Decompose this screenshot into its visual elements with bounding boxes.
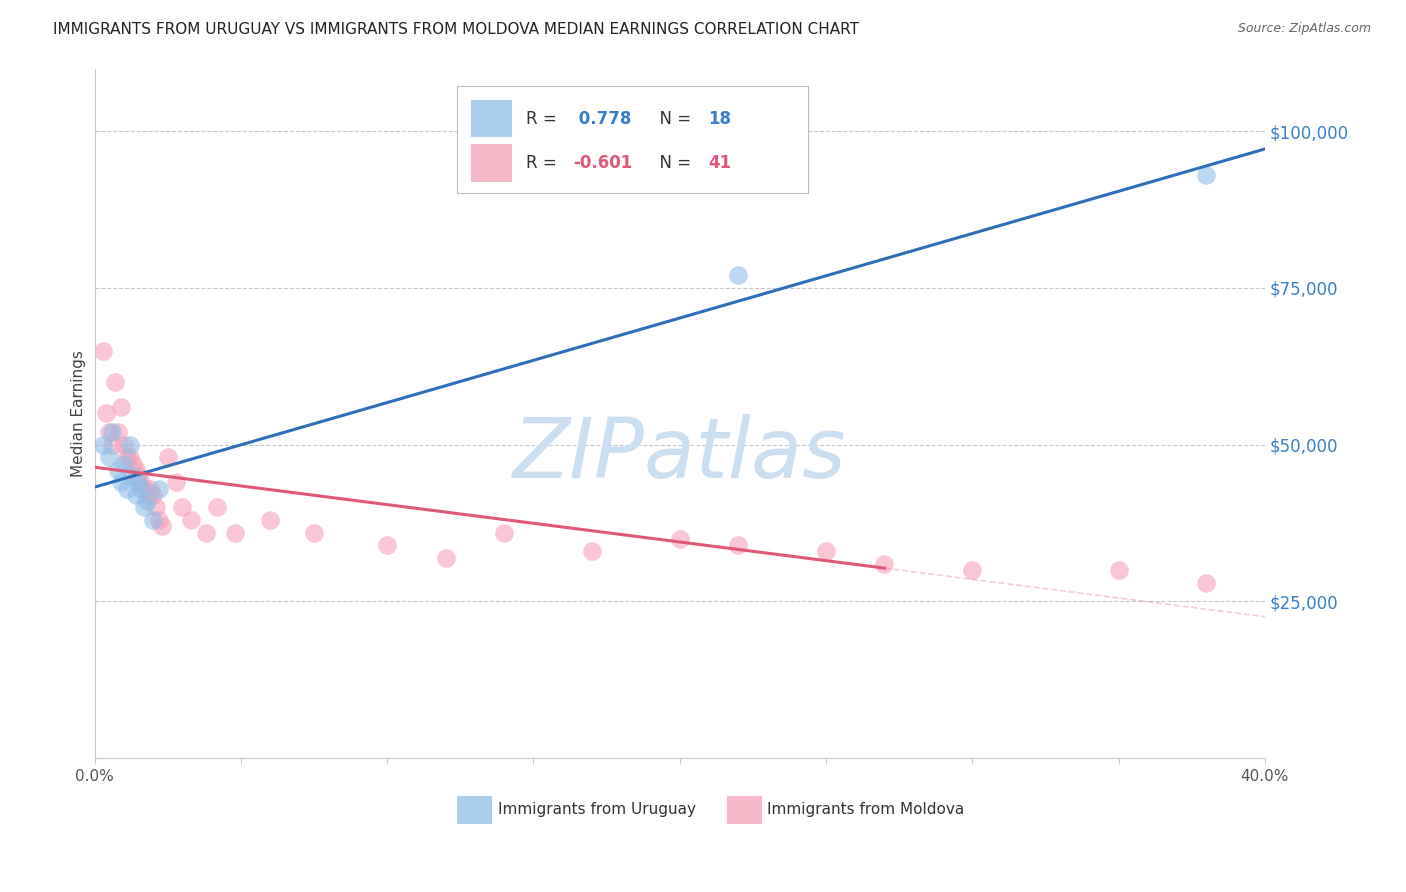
Point [156, 450, 179, 465]
Point [107, 425, 129, 440]
Point [101, 438, 124, 452]
Point [302, 525, 325, 540]
Point [127, 469, 149, 483]
Text: R =: R = [526, 110, 562, 128]
Point [134, 500, 156, 515]
Point [434, 550, 457, 565]
Point [98, 450, 121, 465]
Point [124, 488, 146, 502]
Point [962, 563, 984, 577]
Bar [457, 797, 492, 823]
Point [136, 488, 159, 502]
Point [1108, 563, 1130, 577]
Point [727, 268, 749, 283]
Point [727, 538, 749, 552]
Point [142, 513, 165, 527]
Point [118, 438, 141, 452]
Point [136, 494, 159, 508]
FancyBboxPatch shape [457, 86, 808, 193]
Point [207, 500, 229, 515]
Point [166, 475, 188, 490]
Point [112, 438, 135, 452]
Point [115, 482, 138, 496]
Point [139, 482, 162, 496]
Bar [471, 100, 512, 137]
Text: 0.778: 0.778 [574, 110, 631, 128]
Point [134, 482, 156, 496]
Text: Immigrants from Moldova: Immigrants from Moldova [768, 803, 965, 817]
Point [194, 525, 217, 540]
Point [148, 482, 170, 496]
Text: Source: ZipAtlas.com: Source: ZipAtlas.com [1237, 22, 1371, 36]
Point [118, 450, 141, 465]
Text: ZIPatlas: ZIPatlas [513, 414, 846, 495]
Point [259, 513, 281, 527]
Point [150, 519, 173, 533]
Point [121, 457, 143, 471]
Point [131, 475, 153, 490]
Point [224, 525, 246, 540]
Point [110, 400, 132, 414]
Text: -0.601: -0.601 [574, 154, 633, 172]
Point [101, 425, 124, 440]
Point [1195, 168, 1218, 182]
Text: 18: 18 [707, 110, 731, 128]
Point [93, 343, 115, 358]
Point [375, 538, 398, 552]
Point [104, 375, 127, 389]
Y-axis label: Median Earnings: Median Earnings [72, 350, 86, 477]
Point [148, 513, 170, 527]
Point [581, 544, 603, 558]
Point [115, 450, 138, 465]
Text: Immigrants from Uruguay: Immigrants from Uruguay [498, 803, 696, 817]
Point [668, 532, 690, 546]
Point [98, 425, 121, 440]
Point [180, 513, 202, 527]
Point [142, 488, 165, 502]
Point [112, 457, 135, 471]
Text: N =: N = [650, 154, 696, 172]
Point [494, 525, 516, 540]
Point [131, 482, 153, 496]
Point [814, 544, 837, 558]
Point [127, 475, 149, 490]
Bar [471, 145, 512, 182]
Point [1195, 575, 1218, 590]
Bar [727, 797, 762, 823]
Text: 41: 41 [707, 154, 731, 172]
Point [96, 406, 118, 420]
Text: R =: R = [526, 154, 562, 172]
Text: IMMIGRANTS FROM URUGUAY VS IMMIGRANTS FROM MOLDOVA MEDIAN EARNINGS CORRELATION C: IMMIGRANTS FROM URUGUAY VS IMMIGRANTS FR… [53, 22, 859, 37]
Text: N =: N = [650, 110, 696, 128]
Point [145, 500, 167, 515]
Point [873, 557, 896, 571]
Point [121, 469, 143, 483]
Point [124, 463, 146, 477]
Point [172, 500, 194, 515]
Point [110, 475, 132, 490]
Point [107, 463, 129, 477]
Point [93, 438, 115, 452]
